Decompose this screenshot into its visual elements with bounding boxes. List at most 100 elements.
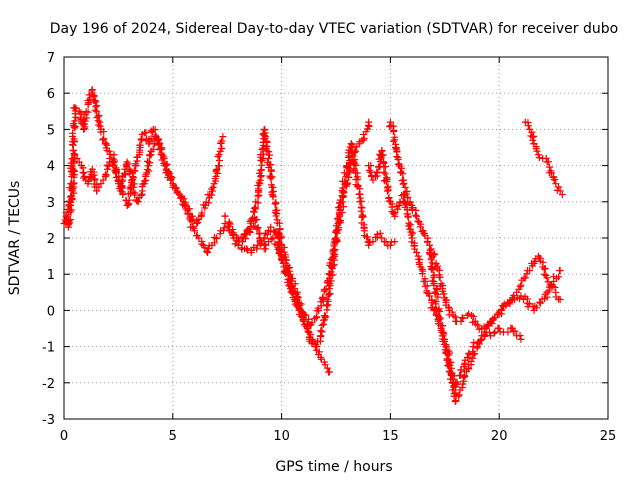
data-point-interp <box>541 265 549 273</box>
data-point-interp <box>381 170 389 178</box>
data-point-interp <box>252 198 260 206</box>
data-point <box>497 306 505 314</box>
data-point-interp <box>72 113 80 121</box>
y-tick-label: 3 <box>47 196 55 211</box>
data-point-interp <box>124 160 132 168</box>
data-point-interp <box>318 321 326 329</box>
data-point-interp <box>324 301 332 309</box>
data-point-interp <box>157 151 165 159</box>
data-point-interp <box>395 161 403 169</box>
data-point <box>193 220 201 228</box>
data-point <box>71 104 79 112</box>
data-point-interp <box>412 211 420 219</box>
data-point <box>106 154 114 162</box>
data-point-interp <box>355 190 363 198</box>
data-point-interp <box>140 177 148 185</box>
data-point <box>71 151 79 159</box>
data-point <box>537 299 545 307</box>
data-point-interp <box>301 311 309 319</box>
data-point-interp <box>68 206 76 214</box>
data-point <box>62 209 70 217</box>
data-point-interp <box>379 158 387 166</box>
data-point-interp <box>331 235 339 243</box>
data-point-interp <box>220 224 228 232</box>
data-point-interp <box>432 298 440 306</box>
data-point-interp <box>347 161 355 169</box>
data-point-interp <box>379 151 387 159</box>
y-tick-label: -1 <box>42 341 55 356</box>
data-point-interp <box>533 304 541 312</box>
data-point-interp <box>214 169 222 177</box>
data-point-interp <box>137 191 145 199</box>
data-point-interp <box>431 251 439 259</box>
data-point-interp <box>426 250 434 258</box>
data-point <box>325 368 333 376</box>
data-point <box>230 230 238 238</box>
data-point-interp <box>524 122 532 130</box>
data-point-interp <box>340 188 348 196</box>
data-point-interp <box>507 297 515 305</box>
data-point-interp <box>366 168 374 176</box>
data-point-interp <box>268 173 276 181</box>
data-point <box>521 274 529 282</box>
data-point-interp <box>339 184 347 192</box>
data-point <box>556 267 564 275</box>
data-point-interp <box>275 219 283 227</box>
data-point-interp <box>128 177 136 185</box>
data-point-interp <box>373 168 381 176</box>
data-point <box>413 212 421 220</box>
data-point-interp <box>116 180 124 188</box>
data-point-interp <box>64 205 72 213</box>
data-point-interp <box>490 329 498 337</box>
data-point-interp <box>455 391 463 399</box>
data-point-interp <box>415 218 423 226</box>
data-point-interp <box>427 256 435 264</box>
data-point-interp <box>77 110 85 118</box>
data-point-interp <box>198 209 206 217</box>
data-point-interp <box>344 179 352 187</box>
data-point-interp <box>444 355 452 363</box>
data-point-interp <box>357 207 365 215</box>
y-tick-label: 4 <box>47 160 55 175</box>
data-point-interp <box>288 289 296 297</box>
data-point-interp <box>124 199 132 207</box>
data-point-interp <box>323 364 331 372</box>
data-point-interp <box>258 146 266 154</box>
data-point-interp <box>194 219 202 227</box>
data-point-interp <box>146 152 154 160</box>
data-point <box>93 107 101 115</box>
data-point-interp <box>102 171 110 179</box>
data-point <box>556 296 564 304</box>
data-point-interp <box>265 148 273 156</box>
data-point-interp <box>257 166 265 174</box>
data-point-interp <box>439 287 447 295</box>
data-point-interp <box>254 224 262 232</box>
data-point-interp <box>327 262 335 270</box>
data-point-interp <box>172 184 180 192</box>
data-point-interp <box>459 314 467 322</box>
data-point-interp <box>529 136 537 144</box>
data-point-interp <box>444 362 452 370</box>
data-point-interp <box>533 147 541 155</box>
data-point-interp <box>551 176 559 184</box>
data-point-interp <box>67 193 75 201</box>
data-point <box>426 241 434 249</box>
data-point-interp <box>488 320 496 328</box>
data-point-interp <box>326 290 334 298</box>
data-point-interp <box>209 183 217 191</box>
data-point-interp <box>401 203 409 211</box>
data-point-interp <box>198 240 206 248</box>
data-point <box>265 154 273 162</box>
data-point-interp <box>351 148 359 156</box>
data-point <box>225 220 233 228</box>
data-point-interp <box>469 313 477 321</box>
data-point-interp <box>241 231 249 239</box>
data-point-interp <box>404 194 412 202</box>
data-point-interp <box>418 270 426 278</box>
data-point-interp <box>156 144 164 152</box>
data-point-interp <box>330 247 338 255</box>
data-point-interp <box>535 254 543 262</box>
data-point-interp <box>201 244 209 252</box>
data-point-interp <box>260 150 268 158</box>
data-point-interp <box>317 327 325 335</box>
